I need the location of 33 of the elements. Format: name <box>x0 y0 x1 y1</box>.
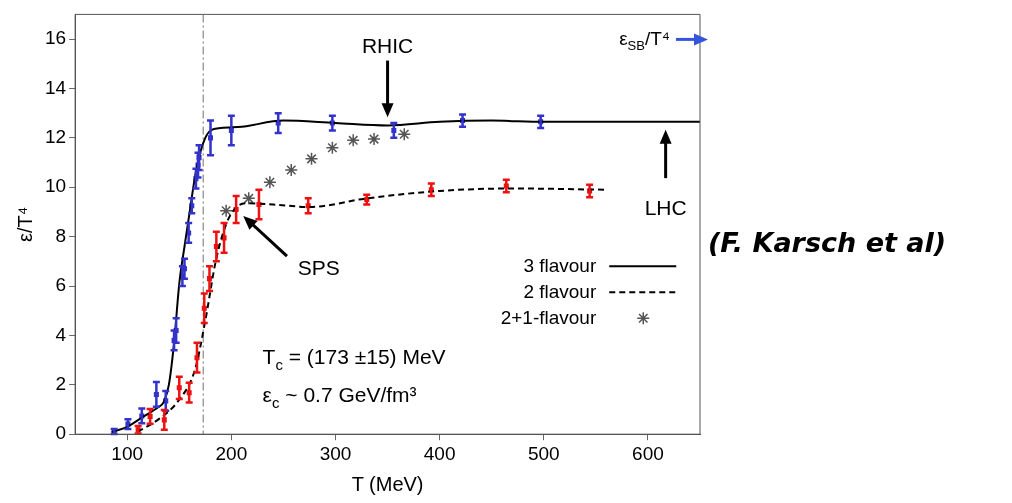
y-tick-label: 2 <box>55 373 67 395</box>
x-tick-label: 200 <box>215 442 248 464</box>
point <box>219 203 233 218</box>
point <box>284 163 298 177</box>
y-tick-label: 6 <box>55 274 67 296</box>
x-tick-label: 500 <box>527 442 560 464</box>
point <box>241 191 256 206</box>
legend-label: 3 flavour <box>523 254 597 276</box>
text: (F. Karsch et al) <box>708 227 947 259</box>
y-tick-label: 10 <box>44 175 67 197</box>
x-axis-title: T (MeV) <box>351 472 424 495</box>
x-tick-label: 600 <box>632 442 664 464</box>
point <box>325 141 340 155</box>
y-tick-label: 8 <box>55 224 67 246</box>
y-tick-label: 16 <box>44 27 67 49</box>
annotation: SPS <box>297 256 340 280</box>
legend-label: 2 flavour <box>523 280 597 302</box>
y-tick-label: 4 <box>55 323 67 345</box>
point <box>304 152 319 166</box>
x-tick-label: 400 <box>423 442 456 464</box>
y-tick-label: 0 <box>55 422 67 444</box>
point <box>263 175 277 190</box>
y-tick-label: 12 <box>44 126 67 148</box>
point <box>346 133 360 148</box>
y-tick-label: 14 <box>44 76 67 98</box>
annotation: LHC <box>644 195 687 219</box>
point <box>397 127 411 141</box>
y-axis-title: ε/T⁴ <box>13 206 36 242</box>
annotation: RHIC <box>361 33 414 57</box>
point <box>367 132 381 146</box>
legend-label: 2+1-flavour <box>500 306 597 328</box>
x-tick-label: 300 <box>319 442 352 464</box>
x-tick-label: 100 <box>111 442 144 464</box>
